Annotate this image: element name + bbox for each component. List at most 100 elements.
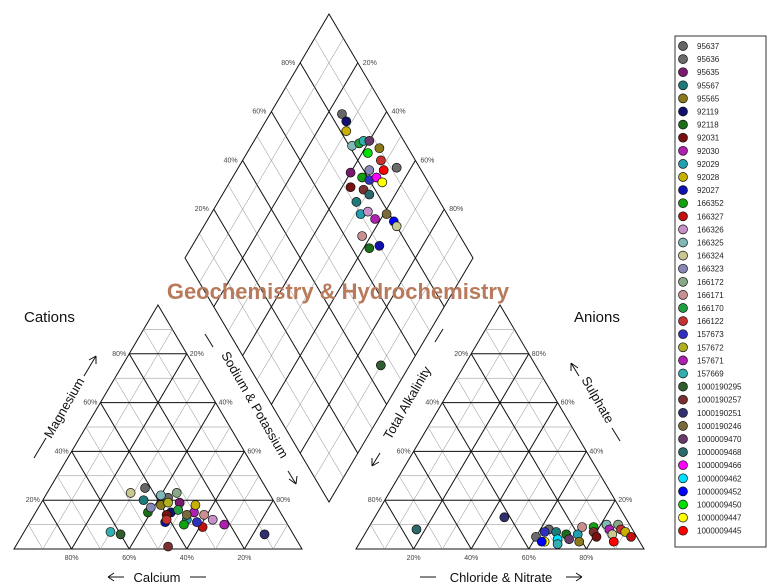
legend-marker	[678, 329, 688, 340]
diamond-grid-line	[314, 38, 459, 283]
cation-sample-point	[145, 502, 156, 513]
cation-grid-line	[56, 475, 101, 550]
legend-label: 157672	[697, 343, 724, 352]
anions-title: Anions	[574, 309, 620, 326]
diamond-sample-point	[345, 167, 356, 178]
cation-grid-line	[157, 426, 231, 550]
cation-sample-point	[163, 541, 173, 552]
anion-sample-point	[411, 524, 422, 535]
legend-label: 92119	[697, 108, 719, 117]
cation-na-tick: 40%	[219, 400, 233, 407]
legend-marker	[678, 421, 688, 431]
legend-label: 1000190295	[697, 383, 742, 392]
cation-grid-line	[28, 524, 44, 550]
anion-sample-point	[539, 527, 550, 537]
cation-sample-point	[219, 519, 230, 530]
cation-mg-tick: 40%	[55, 448, 69, 455]
diamond-grid-line	[199, 38, 344, 283]
anion-grid-line	[398, 475, 443, 550]
cation-grid-line	[215, 475, 260, 550]
legend-entry: 95567	[678, 80, 720, 90]
legend-entry: 166352	[678, 198, 724, 209]
legend-label: 157671	[697, 356, 724, 365]
anion-grid-line	[499, 426, 573, 550]
cation-sample-point	[163, 497, 173, 508]
legend-marker	[678, 460, 688, 471]
diamond-sample-point	[364, 136, 375, 146]
legend-marker	[678, 486, 688, 497]
cation-sample-point	[115, 529, 126, 540]
legend-entry: 166325	[678, 237, 724, 248]
legend-marker	[678, 198, 688, 209]
legend-entry: 95637	[678, 41, 720, 51]
legend-label: 166171	[697, 291, 724, 300]
legend-entry: 157673	[678, 329, 724, 340]
legend-label: 95567	[697, 81, 720, 90]
legend-label: 92028	[697, 173, 720, 182]
anion-major-line	[413, 451, 472, 550]
cation-sample-point	[161, 514, 172, 525]
anion-sample-point	[536, 536, 547, 547]
legend-label: 95636	[697, 55, 720, 64]
diamond-sample-point	[341, 116, 352, 127]
anion-grid-line	[485, 329, 616, 550]
anion-cl-tick: 20%	[407, 555, 421, 562]
legend-marker	[678, 119, 688, 130]
diamond-right-tick: 20%	[363, 60, 377, 67]
legend-marker	[678, 473, 688, 484]
legend-label: 1000009447	[697, 514, 742, 523]
diamond-sample-point	[378, 165, 389, 176]
diamond-sample-point	[377, 177, 388, 188]
legend-marker	[678, 224, 688, 235]
legend-label: 1000009466	[697, 461, 742, 470]
legend-marker	[678, 159, 688, 169]
cation-mg-tick: 60%	[83, 400, 97, 407]
legend-label: 92030	[697, 147, 720, 156]
legend-entry: 166122	[678, 316, 724, 326]
legend-entry: 166327	[678, 211, 724, 221]
anion-major-line	[585, 499, 616, 550]
cation-grid-line	[100, 378, 202, 550]
anion-grid-line	[456, 378, 558, 550]
legend-label: 1000009468	[697, 448, 742, 457]
legend-entry: 1000009468	[678, 447, 742, 457]
legend-entry: 166324	[678, 250, 724, 261]
legend-label: 166325	[697, 239, 724, 248]
cation-grid-line	[85, 426, 159, 550]
anion-grid-line	[427, 426, 501, 550]
cation-sample-point	[173, 505, 184, 515]
diamond-sample-point	[375, 155, 386, 166]
legend-marker	[678, 132, 688, 143]
diamond-sample-point	[363, 148, 373, 158]
grid-layer	[13, 13, 645, 550]
legend-label: 92027	[697, 186, 720, 195]
cation-sample-point	[199, 509, 209, 520]
diamond-sample-point	[374, 240, 385, 251]
legend-marker	[678, 368, 688, 379]
legend-marker	[678, 93, 688, 104]
legend-marker	[678, 394, 688, 405]
legend-marker	[678, 172, 688, 182]
cation-sample-point	[259, 529, 270, 540]
legend-marker	[678, 145, 688, 156]
calcium-axis-label: Calcium	[107, 570, 206, 585]
legend-entry: 95565	[678, 93, 720, 104]
legend-entry: 1000009447	[678, 512, 742, 523]
legend-entry: 92031	[678, 132, 720, 143]
anion-alk-tick: 20%	[454, 351, 468, 358]
legend-entry: 95636	[678, 54, 720, 64]
anion-so4-tick: 60%	[561, 400, 575, 407]
legend-entry: 1000009462	[678, 473, 742, 484]
chloride-nitrate-axis-label: Chloride & Nitrate	[420, 570, 583, 585]
diamond-sample-point	[357, 231, 367, 241]
legend-entry: 166326	[678, 224, 724, 235]
diamond-sample-point	[391, 162, 402, 173]
legend-marker	[678, 276, 688, 287]
legend-entry: 166323	[678, 263, 724, 274]
cation-ca-tick: 80%	[65, 555, 79, 562]
diamond-sample-point	[364, 189, 375, 200]
diamond-left-tick: 60%	[252, 109, 266, 116]
legend-marker	[678, 185, 688, 195]
anion-sample-point	[499, 512, 510, 523]
